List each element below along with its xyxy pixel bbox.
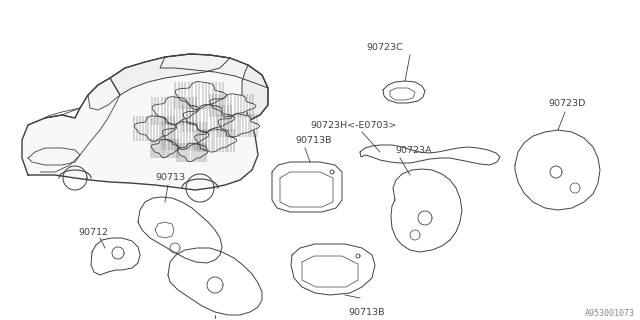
Polygon shape	[175, 82, 227, 109]
Text: 90723C: 90723C	[367, 43, 403, 52]
Polygon shape	[160, 54, 268, 88]
Polygon shape	[195, 129, 237, 152]
Text: 90713B: 90713B	[295, 136, 332, 145]
Polygon shape	[163, 122, 209, 149]
Polygon shape	[152, 97, 199, 124]
Text: 90712: 90712	[78, 228, 108, 237]
Polygon shape	[151, 139, 179, 158]
Polygon shape	[218, 114, 260, 137]
Polygon shape	[134, 116, 177, 141]
Polygon shape	[242, 65, 268, 120]
Text: A953001073: A953001073	[585, 309, 635, 318]
Polygon shape	[110, 54, 230, 95]
Polygon shape	[183, 105, 234, 132]
Text: 90723D: 90723D	[548, 99, 586, 108]
Text: 90723H<-E0703>: 90723H<-E0703>	[310, 121, 397, 130]
Text: 90713B: 90713B	[348, 308, 385, 317]
Polygon shape	[177, 143, 208, 162]
Polygon shape	[22, 54, 268, 190]
Polygon shape	[210, 94, 256, 117]
Polygon shape	[88, 78, 120, 110]
Text: 90723A: 90723A	[395, 146, 431, 155]
Text: 90713: 90713	[155, 173, 185, 182]
